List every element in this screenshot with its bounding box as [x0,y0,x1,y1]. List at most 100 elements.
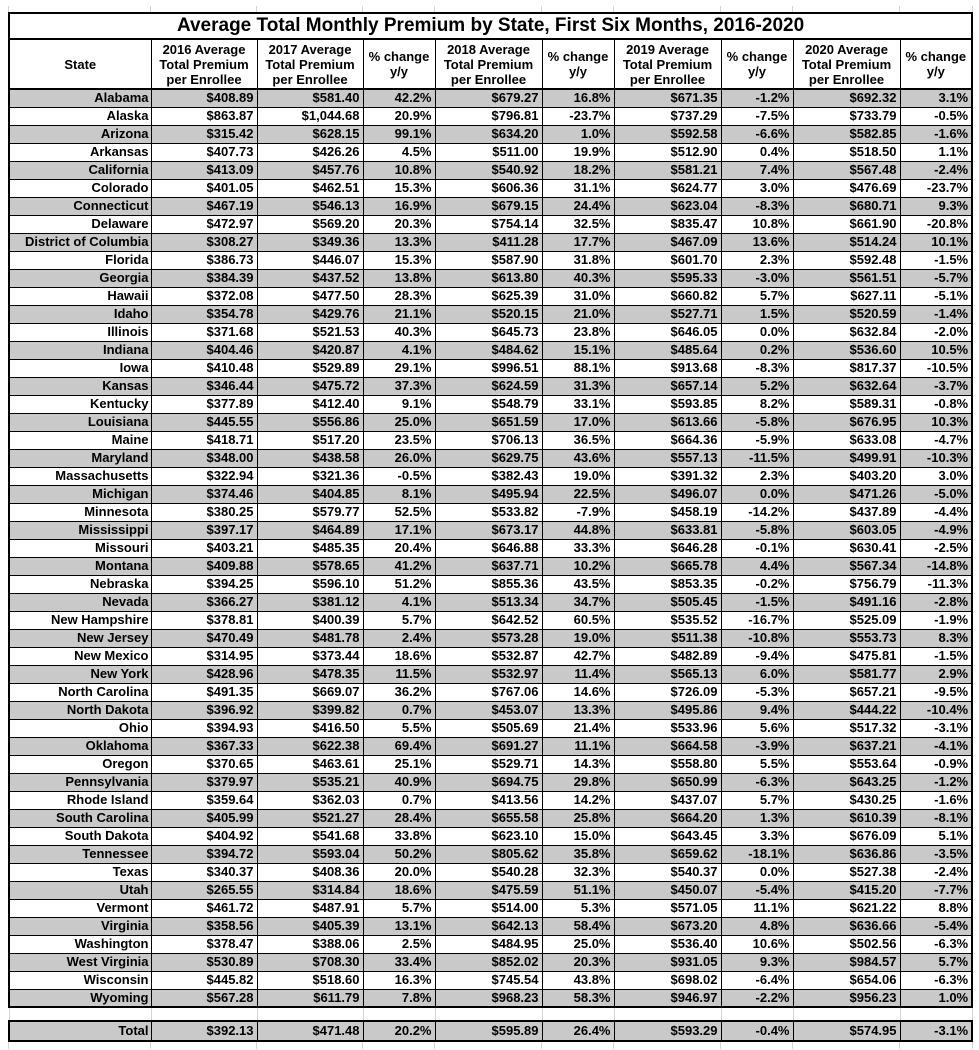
value-cell: 2.3% [720,466,794,486]
value-cell: $381.12 [256,592,364,612]
value-cell: $581.21 [613,160,722,180]
value-cell: -5.9% [720,430,794,450]
value-cell: 8.3% [899,628,974,648]
value-cell: $708.30 [256,952,364,972]
value-cell: $374.46 [150,484,258,504]
column-header: 2016 Average Total Premium per Enrollee [150,38,258,90]
state-cell: West Virginia [8,952,152,972]
value-cell: 43.6% [541,448,615,468]
value-cell: 18.6% [362,880,436,900]
value-cell: $408.89 [150,88,258,108]
value-cell: $511.00 [434,142,543,162]
value-cell: -3.1% [899,718,974,738]
value-cell: 18.2% [541,160,615,180]
total-value-cell: $595.89 [434,1020,543,1042]
value-cell: 25.1% [362,754,436,774]
value-cell: 5.5% [362,718,436,738]
state-cell: Florida [8,250,152,270]
value-cell: $548.79 [434,394,543,414]
value-cell: $384.39 [150,268,258,288]
value-cell: 14.3% [541,754,615,774]
value-cell: $359.64 [150,790,258,810]
value-cell: $520.15 [434,304,543,324]
value-cell: 14.2% [541,790,615,810]
state-cell: Montana [8,556,152,576]
value-cell: $691.27 [434,736,543,756]
value-cell: 5.7% [362,898,436,918]
value-cell: -2.8% [899,592,974,612]
table-row: Rhode Island $359.64 $362.03 0.7% $413.56 14.… [8,790,974,810]
value-cell: 44.8% [541,520,615,540]
state-cell: Oregon [8,754,152,774]
total-value-cell: 20.2% [362,1020,436,1042]
state-cell: Indiana [8,340,152,360]
value-cell: 29.8% [541,772,615,792]
value-cell: $556.86 [256,412,364,432]
state-cell: Utah [8,880,152,900]
value-cell: 40.3% [541,268,615,288]
value-cell: $567.48 [792,160,901,180]
value-cell: $514.00 [434,898,543,918]
value-cell: $536.60 [792,340,901,360]
value-cell: $593.04 [256,844,364,864]
value-cell: -0.8% [899,394,974,414]
total-value-cell: $392.13 [150,1020,258,1042]
value-cell: -0.1% [720,538,794,558]
table-row: Wisconsin $445.82 $518.60 16.3% $745.54 43.8%… [8,970,974,990]
value-cell: 16.3% [362,970,436,990]
state-cell: Iowa [8,358,152,378]
value-cell: 14.6% [541,682,615,702]
value-cell: $968.23 [434,988,543,1008]
value-cell: $745.54 [434,970,543,990]
value-cell: -11.3% [899,574,974,594]
column-header: 2017 Average Total Premium per Enrollee [256,38,364,90]
value-cell: $478.35 [256,664,364,684]
value-cell: $400.39 [256,610,364,630]
value-cell: $567.28 [150,988,258,1008]
value-cell: $657.21 [792,682,901,702]
value-cell: $382.43 [434,466,543,486]
value-cell: $664.58 [613,736,722,756]
value-cell: 2.4% [362,628,436,648]
value-cell: $535.52 [613,610,722,630]
value-cell: $496.07 [613,484,722,504]
value-cell: $984.57 [792,952,901,972]
value-cell: $629.75 [434,448,543,468]
value-cell: $407.73 [150,142,258,162]
value-cell: $485.35 [256,538,364,558]
value-cell: $513.34 [434,592,543,612]
value-cell: -5.4% [720,880,794,900]
value-cell: -1.4% [899,304,974,324]
value-cell: $396.92 [150,700,258,720]
spacer-cell [362,1007,435,1021]
value-cell: $676.95 [792,412,901,432]
value-cell: 7.8% [362,988,436,1008]
value-cell: 4.1% [362,340,436,360]
value-cell: 6.0% [720,664,794,684]
value-cell: $391.32 [613,466,722,486]
value-cell: $413.56 [434,790,543,810]
table-row: Hawaii $372.08 $477.50 28.3% $625.39 31.0% $66… [8,286,974,306]
value-cell: -9.5% [899,682,974,702]
spacer-cell [150,1007,257,1021]
value-cell: 36.2% [362,682,436,702]
value-cell: $420.87 [256,340,364,360]
value-cell: -4.1% [899,736,974,756]
value-cell: $655.58 [434,808,543,828]
state-cell: Kansas [8,376,152,396]
value-cell: $349.36 [256,232,364,252]
value-cell: $946.97 [613,988,722,1008]
value-cell: $308.27 [150,232,258,252]
value-cell: -11.5% [720,448,794,468]
value-cell: $445.55 [150,412,258,432]
state-cell: Arkansas [8,142,152,162]
value-cell: $637.21 [792,736,901,756]
value-cell: $405.39 [256,916,364,936]
value-cell: 21.1% [362,304,436,324]
value-cell: $404.85 [256,484,364,504]
value-cell: -1.6% [899,124,974,144]
value-cell: $613.66 [613,412,722,432]
value-cell: -14.2% [720,502,794,522]
table-row: Alabama $408.89 $581.40 42.2% $679.27 16.8% $6… [8,88,974,108]
value-cell: $517.20 [256,430,364,450]
